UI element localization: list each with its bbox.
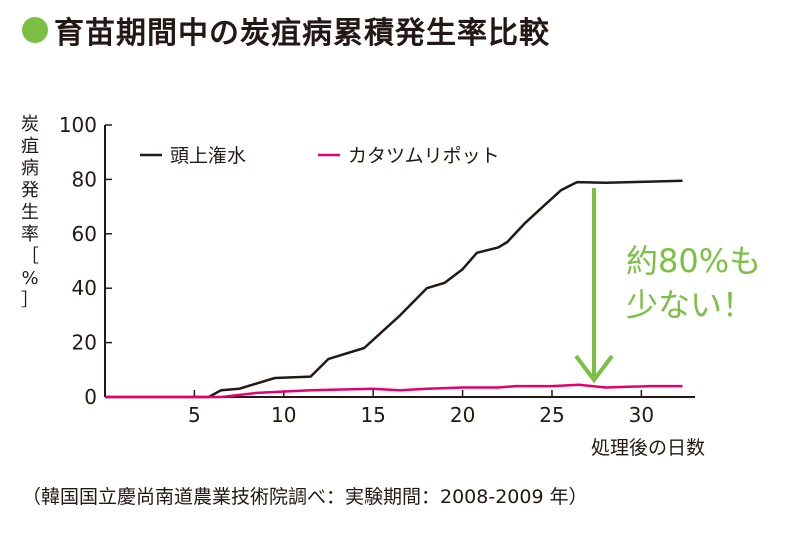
y-tick-label: 80	[72, 167, 97, 191]
x-tick-label: 10	[271, 403, 296, 427]
y-tick-label: 0	[84, 385, 97, 409]
series-line-2	[105, 383, 683, 399]
series-line-1	[105, 179, 683, 399]
y-tick-label: 20	[72, 331, 97, 355]
page-title: 育苗期間中の炭疽病累積発生率比較	[54, 16, 550, 51]
annotation-line-1: 約80%も	[626, 242, 761, 280]
y-tick-label: 40	[72, 276, 97, 300]
y-tick-label: 100	[59, 113, 97, 137]
bullet-icon	[22, 17, 48, 43]
source-note: （韓国国立慶尚南道農業技術院調べ：実験期間：2008-2009 年）	[22, 486, 588, 508]
annotation-line-2: 少ない！	[626, 286, 754, 324]
x-axis-label: 処理後の日数	[591, 437, 705, 459]
x-tick-label: 15	[360, 403, 385, 427]
legend-label-1: 頭上潅水	[170, 145, 246, 167]
x-tick-label: 20	[450, 403, 475, 427]
title-row: 育苗期間中の炭疽病累積発生率比較	[22, 8, 550, 52]
arrow-head-icon	[574, 354, 614, 384]
y-axis-label: 炭疽病発生率［%］	[21, 114, 39, 311]
legend-label-2: カタツムリポット	[348, 145, 500, 167]
x-tick-label: 5	[188, 403, 201, 427]
x-tick-label: 30	[629, 403, 654, 427]
y-tick-label: 60	[72, 222, 97, 246]
x-tick-label: 25	[539, 403, 564, 427]
